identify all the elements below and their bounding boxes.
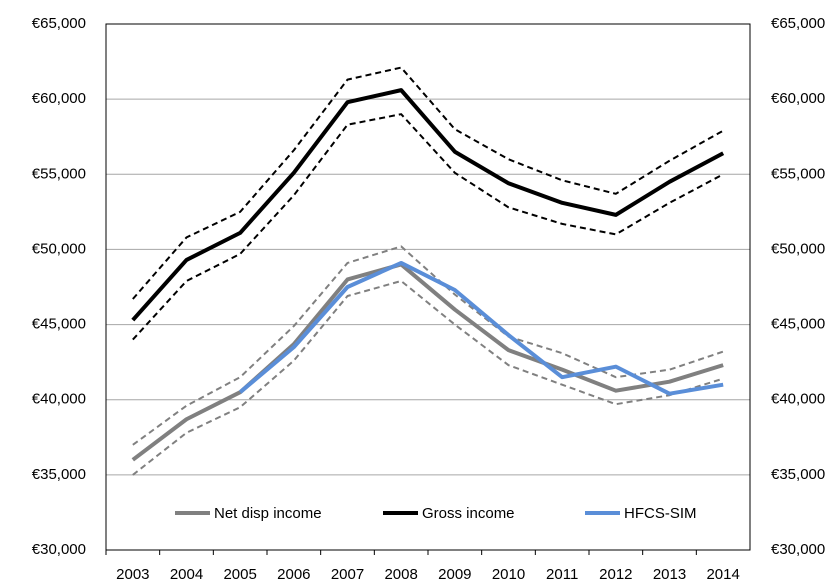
y2-tick-label: €55,000 <box>771 165 825 182</box>
x-tick-label: 2012 <box>599 566 632 583</box>
y-tick-label: €30,000 <box>32 541 86 558</box>
y2-tick-label: €45,000 <box>771 316 825 333</box>
legend-label: HFCS-SIM <box>624 505 697 522</box>
x-tick-label: 2011 <box>546 566 578 583</box>
band-line <box>132 279 724 476</box>
y-tick-label: €50,000 <box>32 240 86 257</box>
x-tick-label: 2009 <box>438 566 471 583</box>
legend-label: Gross income <box>422 505 515 522</box>
y-tick-label: €45,000 <box>32 316 86 333</box>
x-tick-label: 2004 <box>170 566 203 583</box>
series-line <box>131 88 725 322</box>
y2-tick-label: €35,000 <box>771 466 825 483</box>
y-tick-label: €40,000 <box>32 391 86 408</box>
x-tick-label: 2007 <box>331 566 364 583</box>
y2-tick-label: €40,000 <box>771 391 825 408</box>
y2-tick-label: €60,000 <box>771 90 825 107</box>
x-tick-label: 2005 <box>223 566 256 583</box>
y2-tick-label: €30,000 <box>771 541 825 558</box>
x-tick-label: 2008 <box>384 566 417 583</box>
legend-label: Net disp income <box>214 505 322 522</box>
y-tick-label: €55,000 <box>32 165 86 182</box>
x-tick-label: 2010 <box>492 566 525 583</box>
x-tick-label: 2006 <box>277 566 310 583</box>
series-line <box>131 262 724 462</box>
band-line <box>132 66 724 300</box>
y-tick-label: €60,000 <box>32 90 86 107</box>
band-line <box>132 113 724 341</box>
y2-tick-label: €65,000 <box>771 15 825 32</box>
x-tick-label: 2013 <box>653 566 686 583</box>
x-tick-label: 2014 <box>706 566 739 583</box>
band-line <box>132 245 724 446</box>
series-line <box>238 260 724 396</box>
x-tick-label: 2003 <box>116 566 149 583</box>
y2-tick-label: €50,000 <box>771 240 825 257</box>
y-tick-label: €65,000 <box>32 15 86 32</box>
y-tick-label: €35,000 <box>32 466 86 483</box>
